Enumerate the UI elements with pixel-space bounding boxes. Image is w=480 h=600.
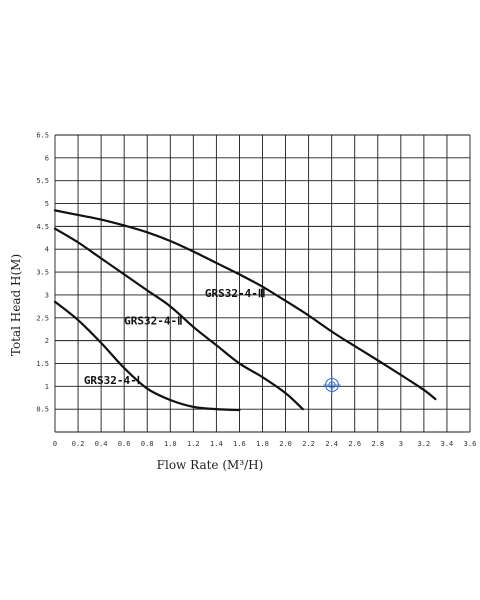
y-tick-label: 5.5 [36,177,49,185]
y-tick-label: 4 [45,246,49,254]
series-label-1: GRS32-4-Ⅰ [84,374,140,387]
series-lines [53,209,437,412]
x-tick-label: 3 [399,440,403,448]
series-line-1 [53,300,241,412]
x-tick-label: 2.8 [371,440,384,448]
x-tick-label: 0.2 [72,440,85,448]
x-tick-label: 3.2 [418,440,431,448]
y-tick-label: 1.5 [36,360,49,368]
x-tick-label: 2.6 [348,440,361,448]
x-tick-label: 1.2 [187,440,200,448]
x-tick-label: 1.4 [210,440,223,448]
crosshair-target-icon [323,376,341,394]
y-tick-label: 5 [45,200,49,208]
y-tick-label: 1 [45,383,49,391]
y-axis-title: Total Head H(M) [9,254,23,356]
x-axis-title: Flow Rate (M³/H) [157,458,264,472]
x-axis-ticks: 0 0.2 0.4 0.6 0.8 1.0 1.2 1.4 1.6 1.8 2.0 2.2 2.4 2.6… [53,440,476,448]
series-labels: GRS32-4-Ⅰ GRS32-4-Ⅱ GRS32-4-Ⅲ [84,287,266,387]
series-line-3 [53,209,437,401]
y-tick-label: 6.5 [36,132,49,140]
y-tick-label: 6 [45,154,49,162]
y-tick-label: 2.5 [36,314,49,322]
x-tick-label: 1.6 [233,440,246,448]
series-label-2: GRS32-4-Ⅱ [124,315,182,328]
series-line-2 [53,227,304,411]
x-tick-label: 0.6 [118,440,131,448]
y-axis-ticks: 0.5 1 1.5 2 2.5 3 3.5 4 4.5 5 5.5 6 6.5 [36,132,49,414]
y-tick-label: 3.5 [36,269,49,277]
y-tick-label: 0.5 [36,406,49,414]
x-tick-label: 2.4 [325,440,338,448]
x-tick-label: 0.4 [95,440,108,448]
x-tick-label: 1.8 [256,440,269,448]
x-tick-label: 3.4 [441,440,454,448]
x-tick-label: 0.8 [141,440,154,448]
x-tick-label: 1.0 [164,440,177,448]
chart-grid [54,134,471,433]
y-tick-label: 3 [45,291,49,299]
y-tick-label: 2 [45,337,49,345]
series-label-3: GRS32-4-Ⅲ [205,287,266,300]
y-tick-label: 4.5 [36,223,49,231]
x-tick-label: 2.2 [302,440,315,448]
x-tick-label: 3.6 [464,440,477,448]
x-tick-label: 2.0 [279,440,292,448]
x-tick-label: 0 [53,440,57,448]
